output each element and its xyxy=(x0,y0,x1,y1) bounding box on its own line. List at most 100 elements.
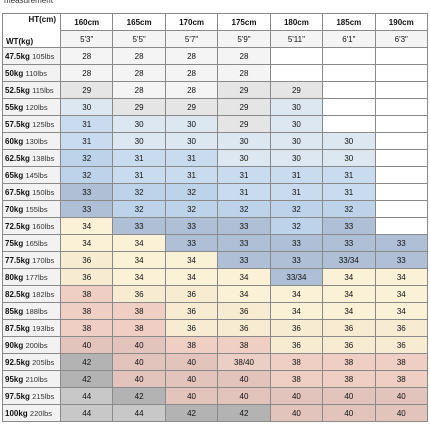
size-cell xyxy=(374,149,429,167)
size-cell: 30 xyxy=(217,132,271,150)
size-cell xyxy=(374,47,429,65)
size-cell: 31 xyxy=(164,166,219,184)
weight-lbs: 105lbs xyxy=(32,51,55,61)
weight-cell: 62.5kg 138lbs xyxy=(2,149,61,167)
size-rows: 47.5kg 105lbs 28 28 28 28 50kg 110lbs 28 28 28 28… xyxy=(2,47,429,422)
weight-kg: 55kg xyxy=(5,102,24,112)
size-cell: 34 xyxy=(59,217,114,235)
size-cell: 40 xyxy=(164,370,219,388)
size-cell: 40 xyxy=(217,370,271,388)
size-cell: 40 xyxy=(322,404,376,422)
size-cell: 40 xyxy=(164,353,219,371)
height-cm-header: 160cm xyxy=(59,13,114,31)
size-cell: 28 xyxy=(112,47,166,65)
weight-lbs: 165lbs xyxy=(25,238,48,248)
weight-cell: 65kg 145lbs xyxy=(2,166,61,184)
height-ft-row: 5'3" 5'5" 5'7" 5'9" 5'11" 6'1" 6'3" xyxy=(3,30,429,48)
size-cell xyxy=(374,200,429,218)
size-cell: 29 xyxy=(217,115,271,133)
size-cell: 34 xyxy=(112,251,166,269)
size-cell: 31 xyxy=(59,115,114,133)
size-cell: 32 xyxy=(164,183,219,201)
weight-kg: 72.5kg xyxy=(5,221,30,231)
size-cell: 36 xyxy=(269,336,324,354)
size-cell: 36 xyxy=(164,285,219,303)
height-ft-header: 5'7" xyxy=(164,30,219,48)
size-cell: 31 xyxy=(217,183,271,201)
weight-kg: 60kg xyxy=(5,136,24,146)
size-cell: 34 xyxy=(269,302,324,320)
weight-kg: 90kg xyxy=(5,340,24,350)
table-row: 90kg 200lbs 40 40 38 38 36 36 36 xyxy=(2,336,429,354)
weight-kg: 85kg xyxy=(5,306,24,316)
size-cell: 31 xyxy=(164,149,219,167)
weight-kg: 77.5kg xyxy=(5,255,30,265)
size-cell: 42 xyxy=(59,370,114,388)
size-cell xyxy=(374,115,429,133)
size-cell xyxy=(269,64,324,82)
size-cell: 36 xyxy=(322,319,376,337)
size-cell: 34 xyxy=(217,285,271,303)
weight-lbs: 182lbs xyxy=(32,289,55,299)
height-cm-row: HT(cm) WT(kg) 160cm 165cm 170cm 175cm 180cm 1… xyxy=(2,13,429,48)
size-cell: 30 xyxy=(322,149,376,167)
size-cell: 33 xyxy=(164,217,219,235)
size-cell: 33 xyxy=(59,200,114,218)
size-cell xyxy=(269,47,324,65)
size-cell: 29 xyxy=(269,81,324,99)
size-cell: 31 xyxy=(269,166,324,184)
weight-lbs: 150lbs xyxy=(32,187,55,197)
size-cell: 42 xyxy=(217,404,271,422)
size-cell: 30 xyxy=(164,115,219,133)
size-cell: 40 xyxy=(322,387,376,405)
weight-cell: 75kg 165lbs xyxy=(2,234,61,252)
weight-cell: 52.5kg 115lbs xyxy=(2,81,61,99)
size-cell: 38/40 xyxy=(217,353,271,371)
size-cell: 42 xyxy=(164,404,219,422)
weight-lbs: 130lbs xyxy=(25,136,48,146)
weight-kg: 57.5kg xyxy=(5,119,30,129)
table-row: 95kg 210lbs 42 40 40 40 38 38 38 xyxy=(2,370,429,388)
size-cell xyxy=(322,98,376,116)
size-cell: 36 xyxy=(59,268,114,286)
size-cell: 32 xyxy=(322,200,376,218)
weight-kg: 50kg xyxy=(5,68,24,78)
weight-lbs: 215lbs xyxy=(32,391,55,401)
weight-cell: 97.5kg 215lbs xyxy=(2,387,61,405)
size-cell: 28 xyxy=(217,47,271,65)
size-cell: 38 xyxy=(112,302,166,320)
size-cell: 42 xyxy=(112,387,166,405)
size-cell: 31 xyxy=(322,183,376,201)
height-cm-header: 185cm xyxy=(322,13,376,31)
height-cm-header: 190cm xyxy=(374,13,429,31)
weight-kg: 75kg xyxy=(5,238,24,248)
size-cell xyxy=(374,64,429,82)
height-ft-header: 5'11" xyxy=(269,30,324,48)
table-row: 65kg 145lbs 32 31 31 31 31 31 xyxy=(2,166,429,184)
size-cell: 33 xyxy=(217,251,271,269)
size-cell xyxy=(322,47,376,65)
table-row: 50kg 110lbs 28 28 28 28 xyxy=(2,64,429,82)
weight-lbs: 220lbs xyxy=(29,408,53,418)
size-cell: 38 xyxy=(374,370,429,388)
weight-kg: 95kg xyxy=(5,374,24,384)
height-cm-header: 165cm xyxy=(112,13,166,31)
size-cell: 32 xyxy=(59,166,114,184)
size-cell: 32 xyxy=(59,149,114,167)
size-cell xyxy=(322,81,376,99)
size-cell: 34 xyxy=(322,285,376,303)
weight-cell: 85kg 188lbs xyxy=(2,302,61,320)
table-row: 87.5kg 193lbs 38 38 36 36 36 36 36 xyxy=(2,319,429,337)
size-cell: 31 xyxy=(322,166,376,184)
size-cell: 33 xyxy=(164,234,219,252)
size-cell: 28 xyxy=(164,64,219,82)
size-cell: 29 xyxy=(112,98,166,116)
table-row: 80kg 177lbs 36 34 34 34 33/34 34 34 xyxy=(2,268,429,286)
size-cell: 29 xyxy=(164,98,219,116)
table-row: 85kg 188lbs 38 38 36 36 34 34 34 xyxy=(2,302,429,320)
weight-kg: 62.5kg xyxy=(5,153,30,163)
size-cell: 36 xyxy=(112,285,166,303)
weight-cell: 72.5kg 160lbs xyxy=(2,217,61,235)
size-cell: 30 xyxy=(269,98,324,116)
size-cell: 33 xyxy=(112,217,166,235)
